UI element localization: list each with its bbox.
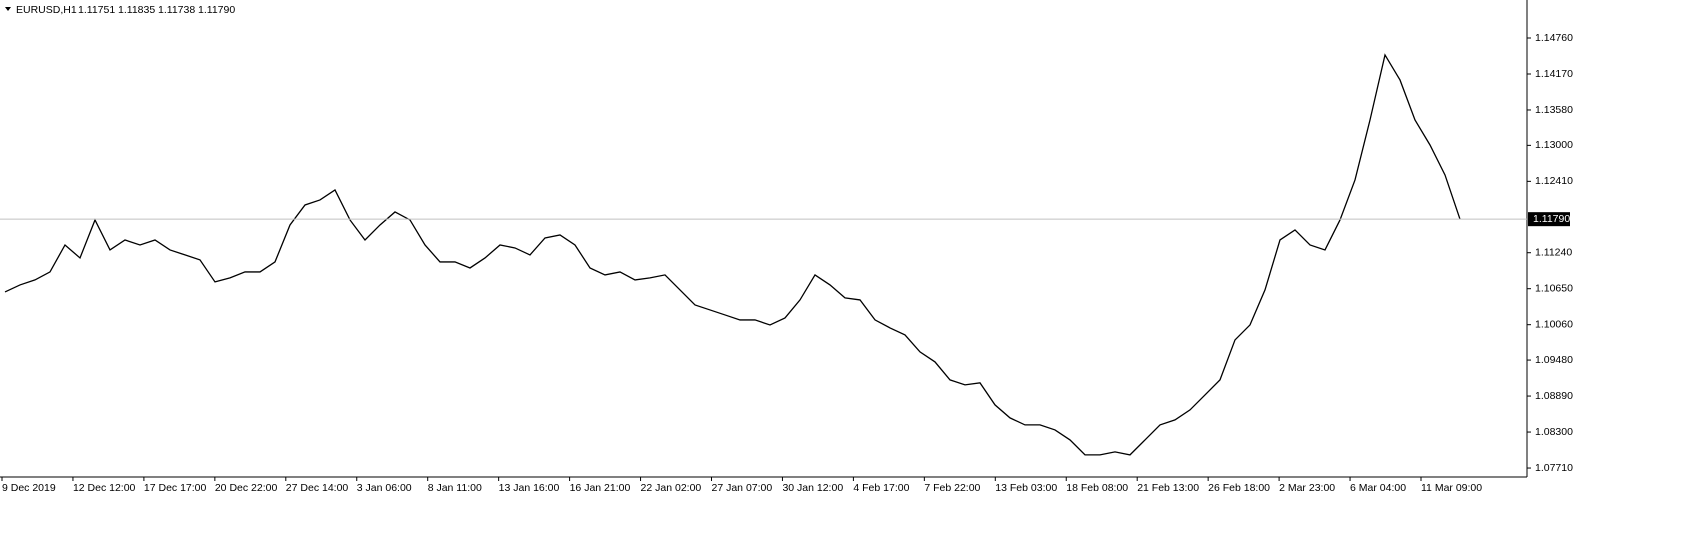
ohlc-value: 1.11790	[198, 4, 235, 16]
ohlc-value: 1.11835	[118, 4, 155, 16]
y-tick-label: 1.12410	[1535, 175, 1573, 187]
x-tick-label: 13 Jan 16:00	[499, 482, 560, 494]
symbol: EURUSD,H1	[16, 4, 77, 16]
y-tick-label: 1.10650	[1535, 282, 1573, 294]
y-tick-label: 1.14170	[1535, 68, 1573, 80]
x-tick-label: 11 Mar 09:00	[1421, 482, 1482, 494]
y-tick-label: 1.07710	[1535, 462, 1573, 474]
y-tick-label: 1.09480	[1535, 354, 1573, 366]
x-tick-label: 27 Dec 14:00	[286, 482, 349, 494]
x-tick-label: 4 Feb 17:00	[853, 482, 909, 494]
y-tick-label: 1.08300	[1535, 426, 1573, 438]
x-tick-label: 30 Jan 12:00	[782, 482, 843, 494]
current-price-box	[1528, 212, 1570, 227]
price-line	[4, 53, 1461, 456]
x-tick-label: 16 Jan 21:00	[570, 482, 631, 494]
x-tick-label: 27 Jan 07:00	[712, 482, 773, 494]
y-tick-label: 1.14760	[1535, 32, 1573, 44]
y-tick-label: 1.11240	[1535, 246, 1572, 258]
x-tick-label: 8 Jan 11:00	[428, 482, 482, 494]
ohlc-value: 1.11751	[78, 4, 115, 16]
current-price-label: 1.11790	[1533, 213, 1570, 225]
x-tick-label: 21 Feb 13:00	[1137, 482, 1199, 494]
y-tick-label: 1.13000	[1535, 139, 1573, 151]
x-tick-label: 22 Jan 02:00	[641, 482, 702, 494]
x-tick-label: 13 Feb 03:00	[995, 482, 1057, 494]
x-tick-label: 17 Dec 17:00	[144, 482, 207, 494]
x-tick-label: 12 Dec 12:00	[73, 482, 136, 494]
x-tick-label: 9 Dec 2019	[2, 482, 56, 494]
x-tick-label: 3 Jan 06:00	[357, 482, 412, 494]
y-tick-label: 1.13580	[1535, 104, 1573, 116]
x-tick-label: 26 Feb 18:00	[1208, 482, 1270, 494]
ohlc-value: 1.11738	[158, 4, 195, 16]
x-tick-label: 7 Feb 22:00	[924, 482, 980, 494]
x-tick-label: 20 Dec 22:00	[215, 482, 278, 494]
x-tick-label: 18 Feb 08:00	[1066, 482, 1128, 494]
y-tick-label: 1.08890	[1535, 390, 1573, 402]
x-tick-label: 2 Mar 23:00	[1279, 482, 1335, 494]
x-tick-label: 6 Mar 04:00	[1350, 482, 1406, 494]
y-tick-label: 1.10060	[1535, 318, 1573, 330]
menu-arrow[interactable]	[5, 7, 11, 11]
